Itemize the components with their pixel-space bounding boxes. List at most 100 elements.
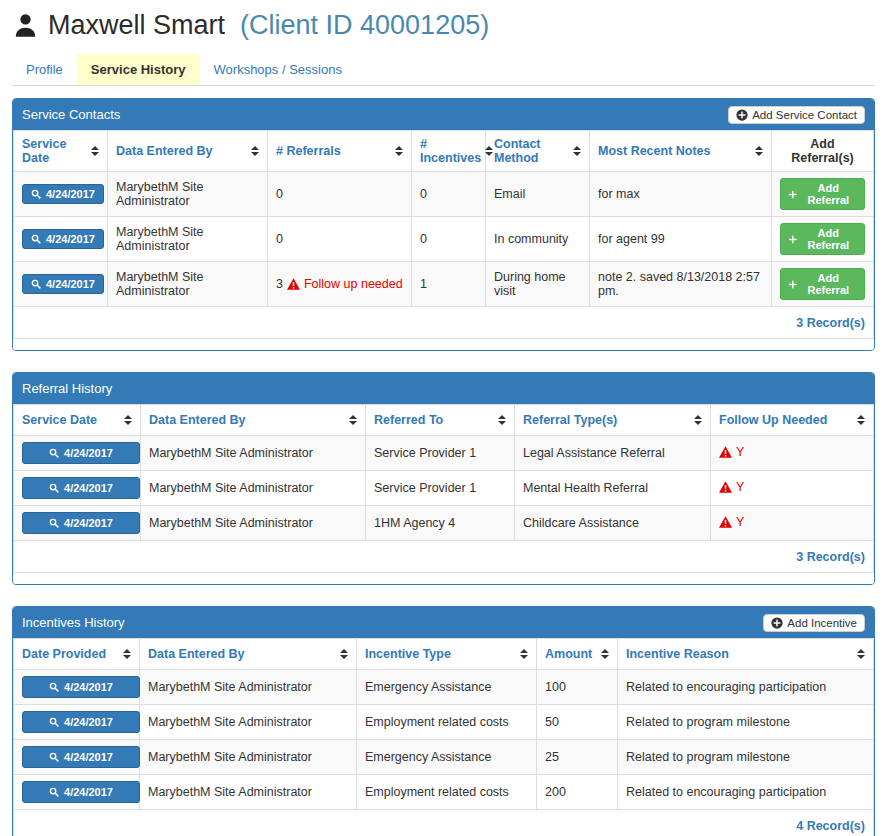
sort-icon	[123, 649, 131, 659]
sort-icon	[573, 146, 581, 156]
col-service-date[interactable]: Service Date	[14, 405, 141, 436]
entered-by-cell: MarybethM Site Administrator	[141, 471, 366, 506]
follow-up-needed-label: Follow up needed	[304, 277, 403, 291]
incentive-type-cell: Employment related costs	[357, 775, 537, 810]
table-row: 4/24/2017 MarybethM Site Administrator E…	[14, 775, 874, 810]
col-num-referrals[interactable]: # Referrals	[268, 131, 412, 172]
notes-cell: for max	[590, 172, 772, 217]
tab-divider	[12, 85, 875, 86]
sort-icon	[601, 649, 609, 659]
client-id: (Client ID 40001205)	[240, 10, 489, 41]
panel-title: Referral History	[22, 381, 112, 396]
col-referred-to[interactable]: Referred To	[366, 405, 515, 436]
incentive-type-cell: Emergency Assistance	[357, 670, 537, 705]
table-row: 4/24/2017 MarybethM Site Administrator E…	[14, 670, 874, 705]
sort-icon	[251, 146, 259, 156]
sort-icon	[349, 415, 357, 425]
service-contacts-heading: Service Contacts Add Service Contact	[13, 99, 874, 130]
incentive-type-cell: Employment related costs	[357, 705, 537, 740]
view-referral-button[interactable]: 4/24/2017	[22, 477, 140, 499]
col-incentive-reason[interactable]: Incentive Reason	[618, 639, 874, 670]
col-data-entered-by[interactable]: Data Entered By	[108, 131, 268, 172]
view-referral-button[interactable]: 4/24/2017	[22, 442, 140, 464]
amount-cell: 100	[537, 670, 618, 705]
warning-icon	[719, 481, 732, 493]
view-incentive-button[interactable]: 4/24/2017	[22, 746, 140, 768]
view-incentive-button[interactable]: 4/24/2017	[22, 676, 140, 698]
record-count-row: 4 Record(s)	[14, 810, 874, 836]
col-contact-method[interactable]: Contact Method	[486, 131, 590, 172]
tab-workshops-sessions[interactable]: Workshops / Sessions	[200, 54, 356, 85]
contact-method-cell: In community	[486, 217, 590, 262]
sort-icon	[520, 649, 528, 659]
entered-by-cell: MarybethM Site Administrator	[108, 172, 268, 217]
sort-icon	[857, 415, 865, 425]
contact-method-cell: During home visit	[486, 262, 590, 307]
col-most-recent-notes[interactable]: Most Recent Notes	[590, 131, 772, 172]
referrals-cell: 3 Follow up needed	[268, 262, 412, 307]
tab-profile[interactable]: Profile	[12, 54, 77, 85]
table-row: 4/24/2017 MarybethM Site Administrator 1…	[14, 506, 874, 541]
incentive-type-cell: Emergency Assistance	[357, 740, 537, 775]
col-add-referrals: Add Referral(s)	[772, 131, 874, 172]
entered-by-cell: MarybethM Site Administrator	[140, 775, 357, 810]
incentives-history-heading: Incentives History Add Incentive	[13, 607, 874, 638]
referred-to-cell: 1HM Agency 4	[366, 506, 515, 541]
sort-icon	[755, 146, 763, 156]
referral-history-heading: Referral History	[13, 373, 874, 404]
view-service-contact-button[interactable]: 4/24/2017	[22, 184, 104, 204]
incentives-cell: 1	[412, 262, 486, 307]
panel-title: Service Contacts	[22, 107, 120, 122]
entered-by-cell: MarybethM Site Administrator	[140, 670, 357, 705]
col-num-incentives[interactable]: # Incentives	[412, 131, 486, 172]
reason-cell: Related to encouraging participation	[618, 670, 874, 705]
tab-service-history[interactable]: Service History	[77, 54, 200, 85]
panel-bottom-space	[13, 339, 874, 350]
col-amount[interactable]: Amount	[537, 639, 618, 670]
add-referral-button[interactable]: Add Referral	[780, 178, 865, 210]
col-data-entered-by[interactable]: Data Entered By	[140, 639, 357, 670]
referral-history-table: Service Date Data Entered By Referred To…	[13, 404, 874, 573]
reason-cell: Related to program milestone	[618, 740, 874, 775]
referrals-cell: 0	[268, 172, 412, 217]
reason-cell: Related to program milestone	[618, 705, 874, 740]
amount-cell: 50	[537, 705, 618, 740]
col-data-entered-by[interactable]: Data Entered By	[141, 405, 366, 436]
col-referral-types[interactable]: Referral Type(s)	[515, 405, 711, 436]
col-date-provided[interactable]: Date Provided	[14, 639, 140, 670]
view-service-contact-button[interactable]: 4/24/2017	[22, 274, 104, 294]
table-row: 4/24/2017 MarybethM Site Administrator 0…	[14, 172, 874, 217]
col-service-date[interactable]: Service Date	[14, 131, 108, 172]
col-incentive-type[interactable]: Incentive Type	[357, 639, 537, 670]
sort-icon	[340, 649, 348, 659]
follow-up-cell: Y	[711, 436, 874, 471]
tab-bar: Profile Service History Workshops / Sess…	[12, 54, 875, 85]
col-follow-up-needed[interactable]: Follow Up Needed	[711, 405, 874, 436]
add-service-contact-button[interactable]: Add Service Contact	[728, 106, 865, 124]
plus-circle-icon	[771, 617, 783, 629]
view-incentive-button[interactable]: 4/24/2017	[22, 711, 140, 733]
page-header: Maxwell Smart (Client ID 40001205)	[12, 10, 875, 41]
add-incentive-button[interactable]: Add Incentive	[763, 614, 865, 632]
reason-cell: Related to encouraging participation	[618, 775, 874, 810]
sort-icon	[694, 415, 702, 425]
sort-icon	[857, 649, 865, 659]
follow-up-cell: Y	[711, 506, 874, 541]
table-row: 4/24/2017 MarybethM Site Administrator E…	[14, 705, 874, 740]
contact-method-cell: Email	[486, 172, 590, 217]
incentives-history-panel: Incentives History Add Incentive Date Pr…	[12, 606, 875, 836]
incentives-cell: 0	[412, 217, 486, 262]
referral-type-cell: Legal Assistance Referral	[515, 436, 711, 471]
warning-icon	[719, 516, 732, 528]
amount-cell: 200	[537, 775, 618, 810]
add-referral-button[interactable]: Add Referral	[780, 223, 865, 255]
view-referral-button[interactable]: 4/24/2017	[22, 512, 140, 534]
panel-title: Incentives History	[22, 615, 125, 630]
entered-by-cell: MarybethM Site Administrator	[141, 436, 366, 471]
add-referral-button[interactable]: Add Referral	[780, 268, 865, 300]
view-incentive-button[interactable]: 4/24/2017	[22, 781, 140, 803]
table-row: 4/24/2017 MarybethM Site Administrator 3…	[14, 262, 874, 307]
warning-icon	[287, 278, 300, 290]
panel-bottom-space	[13, 573, 874, 584]
view-service-contact-button[interactable]: 4/24/2017	[22, 229, 104, 249]
